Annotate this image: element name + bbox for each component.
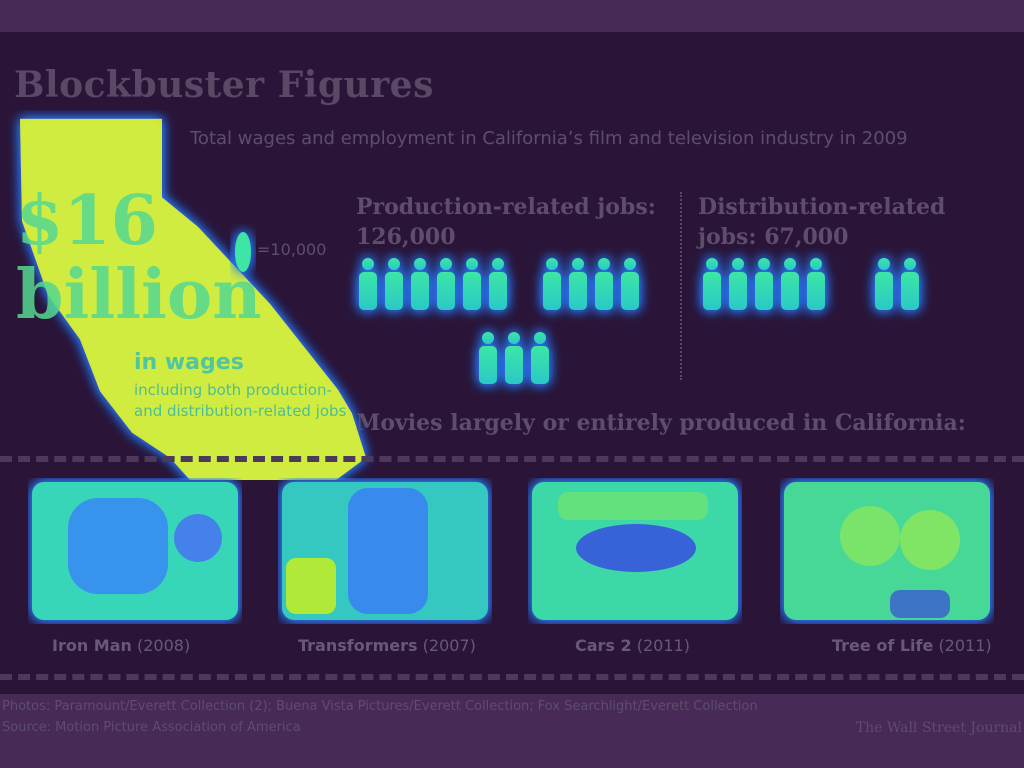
movie-caption-iron-man: Iron Man (2008): [52, 636, 190, 655]
person-icon: [479, 332, 497, 384]
movie-still-transformers: [278, 478, 492, 624]
people-pictogram: [359, 258, 919, 384]
wages-detail: including both production- and distribut…: [134, 381, 347, 420]
wages-label: in wages: [134, 350, 244, 375]
jobs-divider: [680, 192, 682, 380]
movie-caption-transformers: Transformers (2007): [298, 636, 476, 655]
people-group-0: [359, 258, 639, 384]
movie-year: (2011): [636, 636, 690, 655]
movie-name: Transformers: [298, 636, 418, 655]
california-shape: [20, 118, 366, 480]
legend-unit-label: =10,000: [257, 240, 327, 259]
movie-name: Iron Man: [52, 636, 132, 655]
person-icon: [729, 258, 747, 310]
person-icon: [385, 258, 403, 310]
person-icon: [901, 258, 919, 310]
production-jobs-label: Production-related jobs: 126,000: [356, 192, 676, 252]
person-icon: [463, 258, 481, 310]
person-icon: [755, 258, 773, 310]
person-icon: [437, 258, 455, 310]
top-band: [0, 0, 1024, 32]
movie-caption-tree-of-life: Tree of Life (2011): [832, 636, 992, 655]
person-icon: [781, 258, 799, 310]
person-legend-icon: [235, 232, 251, 272]
person-icon: [621, 258, 639, 310]
production-series-value: 126,000: [356, 224, 456, 250]
movie-still-tree-of-life: [780, 478, 994, 624]
dashed-separator-bottom: [0, 674, 1024, 680]
dashed-separator-top: [0, 456, 1024, 462]
person-icon: [531, 332, 549, 384]
photo-credits: Photos: Paramount/Everett Collection (2)…: [2, 699, 758, 714]
production-series-name: Production-related jobs:: [356, 194, 656, 220]
distribution-jobs-label: Distribution-related jobs: 67,000: [698, 192, 948, 252]
person-icon: [569, 258, 587, 310]
person-icon: [595, 258, 613, 310]
distribution-series-value: 67,000: [764, 224, 849, 250]
movie-name: Cars 2: [575, 636, 632, 655]
person-icon: [411, 258, 429, 310]
source-note: Source: Motion Picture Association of Am…: [2, 720, 301, 735]
publisher-credit: The Wall Street Journal: [855, 720, 1022, 736]
movie-year: (2011): [938, 636, 992, 655]
people-group-1: [703, 258, 919, 310]
person-icon: [543, 258, 561, 310]
movie-year: (2008): [137, 636, 191, 655]
person-icon: [807, 258, 825, 310]
movie-still-cars-2: [528, 478, 742, 624]
chart-title: Blockbuster Figures: [14, 64, 434, 106]
person-icon: [875, 258, 893, 310]
movie-caption-cars-2: Cars 2 (2011): [575, 636, 690, 655]
california-map: [20, 118, 366, 480]
movie-name: Tree of Life: [832, 636, 934, 655]
distribution-series-name: Distribution-related jobs:: [698, 194, 946, 250]
wages-value: $16 billion: [16, 181, 262, 335]
person-icon: [489, 258, 507, 310]
person-icon: [703, 258, 721, 310]
person-icon: [505, 332, 523, 384]
person-icon: [359, 258, 377, 310]
chart-subtitle: Total wages and employment in California…: [190, 128, 908, 149]
movies-heading: Movies largely or entirely produced in C…: [356, 410, 966, 436]
movie-still-iron-man: [28, 478, 242, 624]
footer-band: [0, 694, 1024, 768]
movie-year: (2007): [422, 636, 476, 655]
